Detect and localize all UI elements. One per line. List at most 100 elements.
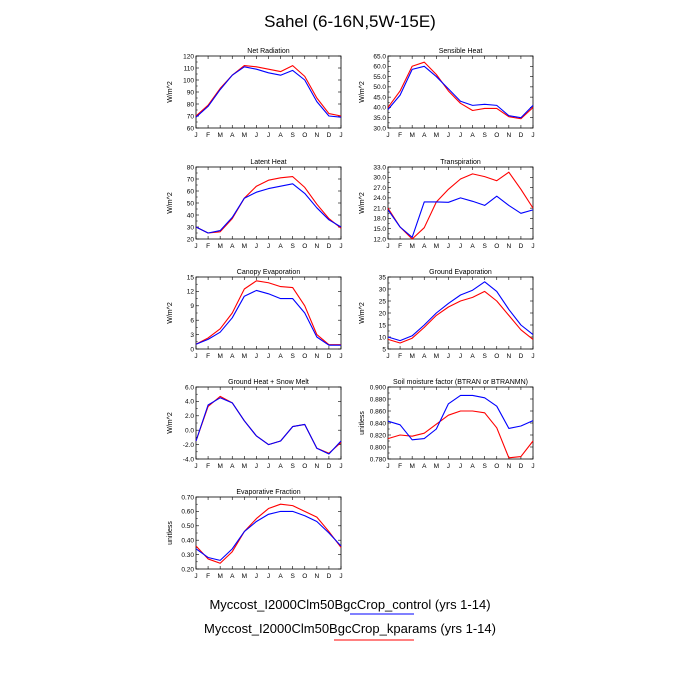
y-tick-label: 2.0	[185, 413, 194, 420]
y-tick-label: 0.900	[370, 384, 387, 391]
y-tick-label: 0.800	[370, 444, 387, 451]
x-tick-label: S	[482, 132, 487, 139]
page-title: Sahel (6-16N,5W-15E)	[264, 12, 436, 31]
x-tick-label: J	[255, 353, 258, 360]
x-tick-label: D	[327, 573, 332, 580]
y-tick-label: 30.0	[373, 125, 386, 132]
y-axis-label: W/m^2	[167, 192, 174, 214]
y-tick-label: 6.0	[185, 384, 194, 391]
y-tick-label: 20	[187, 236, 195, 243]
x-tick-label: A	[230, 353, 235, 360]
x-tick-label: J	[194, 243, 197, 250]
y-tick-label: 12	[187, 289, 195, 296]
x-tick-label: J	[386, 243, 389, 250]
y-tick-label: 90	[187, 89, 195, 96]
x-tick-label: J	[447, 353, 450, 360]
x-tick-label: M	[242, 243, 247, 250]
x-tick-label: F	[206, 243, 210, 250]
x-tick-label: F	[398, 243, 402, 250]
chart-title: Net Radiation	[247, 48, 290, 55]
x-tick-label: A	[230, 243, 235, 250]
y-axis-label: unitless	[359, 411, 366, 435]
chart-title: Transpiration	[440, 159, 481, 166]
plot-frame	[195, 496, 342, 570]
series-line-control	[195, 66, 342, 118]
x-tick-label: N	[506, 353, 511, 360]
y-tick-label: 70	[187, 176, 195, 183]
series-line-kparams	[387, 290, 534, 344]
y-axis-label: W/m^2	[167, 81, 174, 103]
x-tick-label: J	[339, 353, 342, 360]
y-tick-label: 30	[187, 224, 195, 231]
x-tick-label: A	[470, 243, 475, 250]
series-line-kparams	[387, 171, 534, 240]
x-tick-label: N	[314, 573, 319, 580]
y-tick-label: 33.0	[373, 164, 386, 171]
x-tick-label: J	[267, 132, 270, 139]
x-tick-label: A	[278, 463, 283, 470]
y-tick-label: 0	[190, 346, 194, 353]
x-tick-label: O	[494, 243, 499, 250]
x-tick-label: J	[386, 132, 389, 139]
y-tick-label: 0.0	[185, 428, 194, 435]
series-line-control	[195, 397, 342, 455]
x-tick-label: N	[314, 463, 319, 470]
x-tick-label: D	[519, 463, 524, 470]
x-tick-label: A	[230, 463, 235, 470]
x-tick-label: N	[506, 132, 511, 139]
y-tick-label: -4.0	[183, 456, 195, 463]
x-tick-label: M	[242, 132, 247, 139]
x-tick-label: M	[242, 463, 247, 470]
y-tick-label: 0.820	[370, 432, 387, 439]
y-tick-label: 27.0	[373, 185, 386, 192]
y-tick-label: 0.70	[181, 494, 194, 501]
x-tick-label: S	[290, 132, 295, 139]
x-tick-label: M	[242, 353, 247, 360]
y-tick-label: 0.780	[370, 456, 387, 463]
x-tick-label: A	[278, 243, 283, 250]
x-tick-label: A	[470, 463, 475, 470]
y-tick-label: 6	[190, 318, 194, 325]
x-tick-label: M	[434, 243, 439, 250]
x-tick-label: S	[290, 573, 295, 580]
x-tick-label: O	[302, 243, 307, 250]
x-tick-label: J	[459, 353, 462, 360]
y-tick-label: 35.0	[373, 115, 386, 122]
x-tick-label: F	[206, 353, 210, 360]
y-tick-label: 5	[382, 346, 386, 353]
y-tick-label: 21.0	[373, 205, 386, 212]
y-tick-label: 50.0	[373, 84, 386, 91]
x-tick-label: F	[206, 573, 210, 580]
y-tick-label: 40.0	[373, 105, 386, 112]
chart-title: Canopy Evaporation	[237, 269, 301, 276]
y-tick-label: 80	[187, 164, 195, 171]
x-tick-label: J	[255, 573, 258, 580]
y-tick-label: 25	[379, 298, 387, 305]
series-line-kparams	[195, 280, 341, 346]
y-tick-label: -2.0	[183, 442, 195, 449]
y-tick-label: 45.0	[373, 94, 386, 101]
x-tick-label: J	[447, 463, 450, 470]
y-axis-label: W/m^2	[359, 192, 366, 214]
y-tick-label: 65.0	[373, 53, 386, 60]
x-tick-label: J	[447, 243, 450, 250]
y-tick-label: 100	[183, 77, 194, 84]
y-tick-label: 12.0	[373, 236, 386, 243]
x-tick-label: A	[230, 573, 235, 580]
legend-kparams-label: Myccost_I2000Clm50BgcCrop_kparams (yrs 1…	[204, 621, 496, 636]
y-tick-label: 0.50	[181, 523, 194, 530]
y-tick-label: 24.0	[373, 195, 386, 202]
x-tick-label: M	[409, 243, 414, 250]
x-tick-label: J	[194, 463, 197, 470]
y-axis-label: W/m^2	[359, 81, 366, 103]
x-tick-label: A	[278, 573, 283, 580]
y-tick-label: 15	[379, 322, 387, 329]
series-line-kparams	[195, 65, 342, 117]
plot-frame	[387, 386, 534, 460]
x-tick-label: J	[459, 243, 462, 250]
series-line-control	[387, 65, 534, 119]
x-tick-label: J	[531, 243, 534, 250]
x-tick-label: F	[398, 463, 402, 470]
y-tick-label: 60.0	[373, 64, 386, 71]
